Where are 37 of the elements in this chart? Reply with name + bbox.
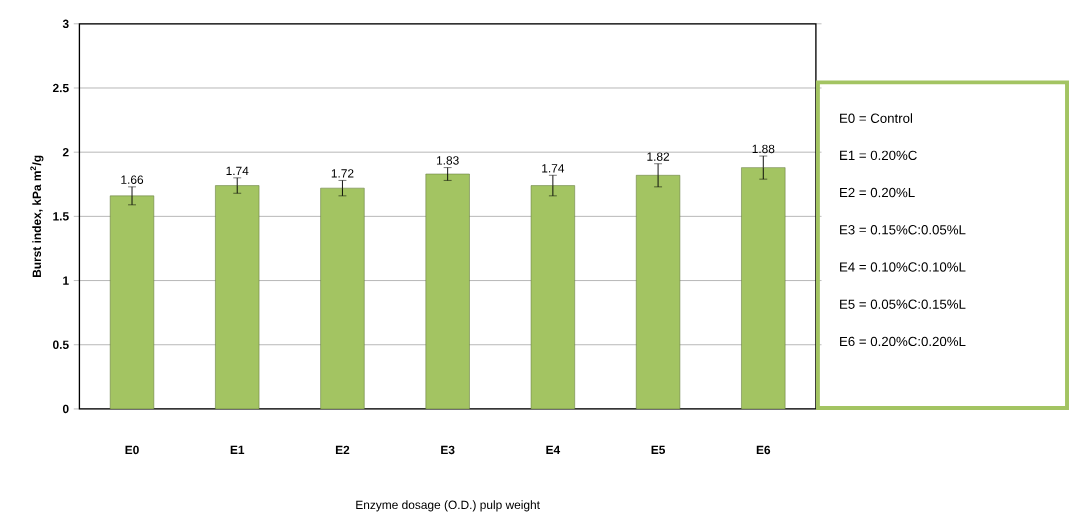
- text: E1 = 0.20%C: [840, 150, 917, 160]
- bar: [530, 185, 575, 409]
- x-tick-label: E3: [441, 445, 455, 455]
- y-tick-label: 2.5: [52, 83, 69, 93]
- data-label: 1.74: [226, 166, 249, 175]
- data-label: 1.72: [331, 169, 354, 178]
- data-label: 1.88: [752, 144, 775, 154]
- y-tick-label: 3: [62, 19, 69, 29]
- data-label: 1.82: [647, 152, 670, 161]
- data-label: 1.66: [121, 175, 144, 184]
- bar: [635, 175, 681, 409]
- bar: [215, 185, 260, 409]
- y-tick-label: 0: [62, 404, 69, 414]
- y-tick-label: 2: [62, 148, 69, 157]
- x-tick-label: E5: [651, 445, 666, 455]
- text: E3 = 0.15%C:0.05%L: [840, 225, 966, 235]
- x-tick-label: E1: [230, 445, 245, 454]
- text: E0 = Control: [840, 113, 913, 123]
- text: E2 = 0.20%L: [840, 187, 915, 198]
- data-label: 1.83: [436, 156, 459, 165]
- text: E4 = 0.10%C:0.10%L: [840, 262, 966, 272]
- x-tick-label: E4: [546, 445, 561, 454]
- text: E6 = 0.20%C:0.20%L: [840, 336, 966, 347]
- bar: [109, 195, 155, 409]
- data-label: 1.74: [542, 164, 565, 173]
- x-tick-label: E6: [756, 445, 771, 455]
- x-tick-label: E0: [125, 445, 139, 455]
- y-tick-label: 0.5: [53, 340, 69, 349]
- y-axis-title: Burst index, kPa m$^{2}$/g: [30, 155, 44, 278]
- bar: [741, 167, 786, 409]
- text: E5 = 0.05%C:0.15%L: [840, 299, 966, 309]
- bar: [320, 187, 365, 409]
- y-tick-label: 1: [63, 276, 69, 285]
- x-axis-title: Enzyme dosage (O.D.) pulp weight: [356, 500, 540, 512]
- bar: [425, 173, 470, 409]
- y-tick-label: 1.5: [53, 212, 69, 221]
- x-tick-label: E2: [335, 445, 350, 455]
